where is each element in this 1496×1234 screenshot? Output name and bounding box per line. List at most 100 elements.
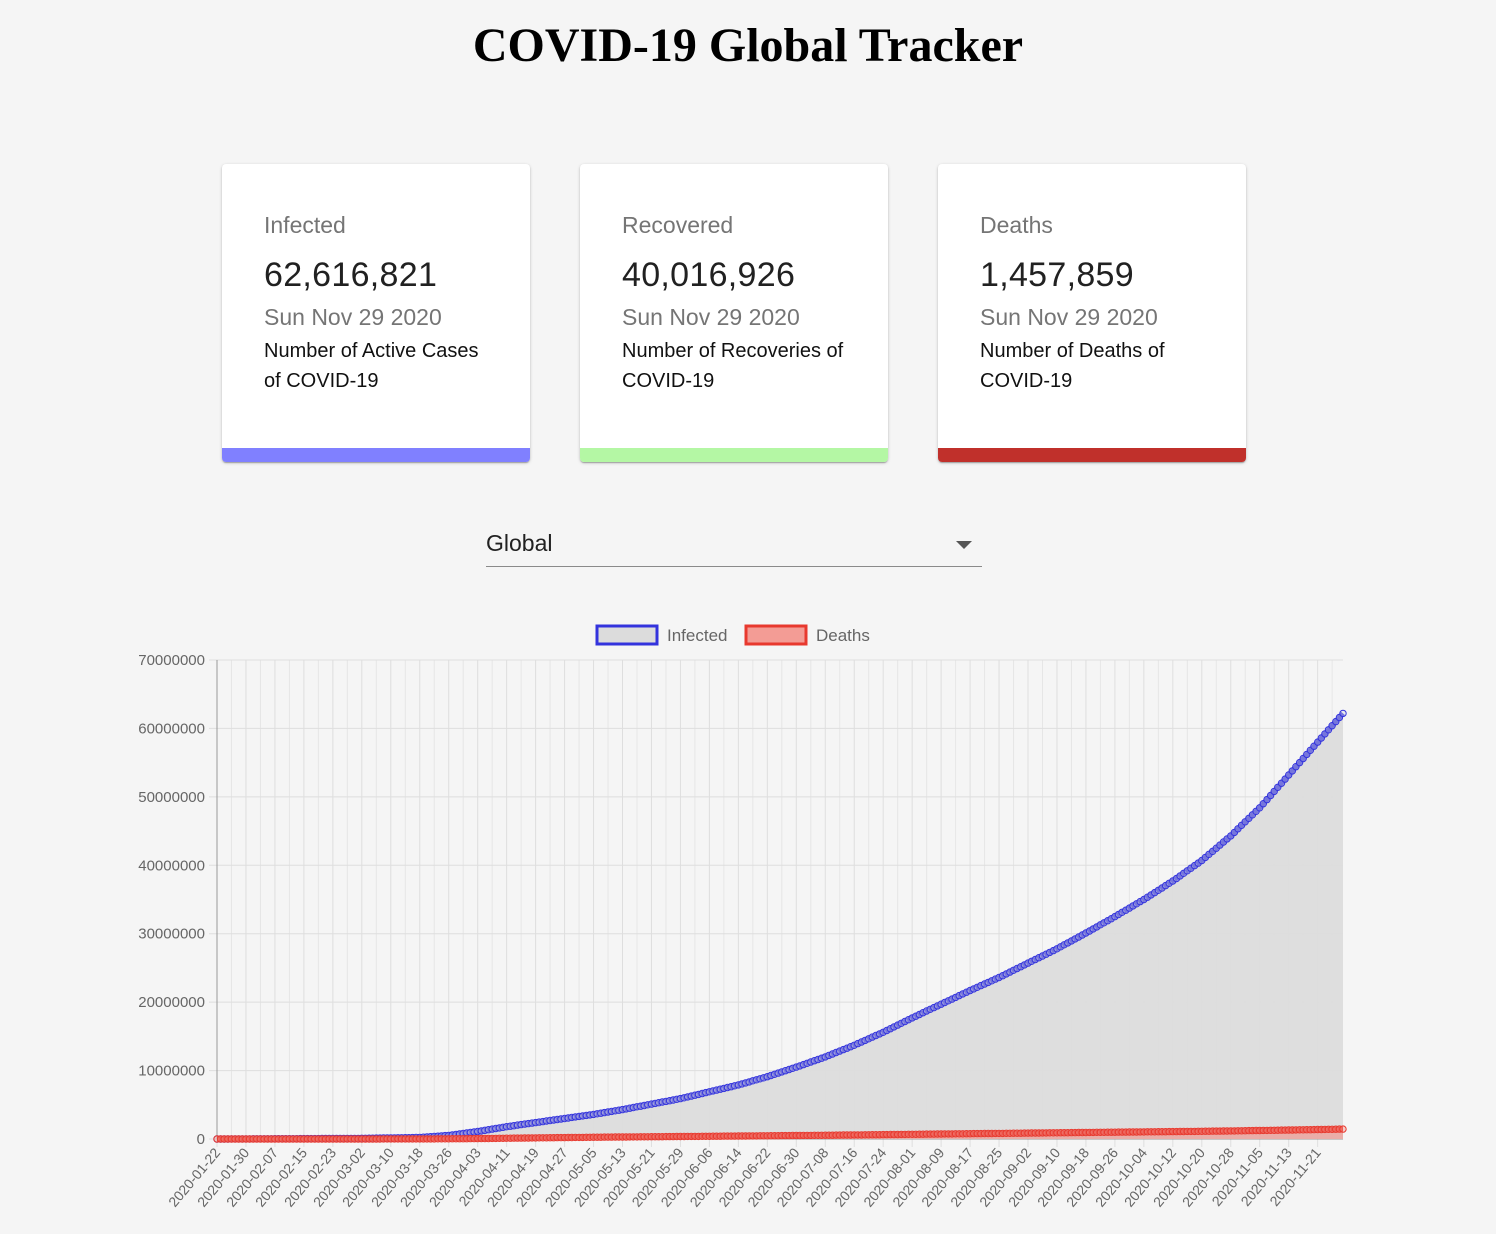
data-point-infected <box>1151 888 1159 897</box>
country-select[interactable]: Global <box>486 526 982 567</box>
data-point-infected <box>890 1023 898 1031</box>
summary-cards: Infected 62,616,821 Sun Nov 29 2020 Numb… <box>222 164 1246 464</box>
cases-line-chart: 0 10000000 20000000 30000000 40000000 5000000… <box>138 624 1347 1210</box>
data-point-infected <box>1122 906 1130 914</box>
data-point-deaths <box>836 1131 844 1139</box>
legend-label-deaths: Deaths <box>816 626 870 645</box>
data-point-infected <box>1020 961 1029 969</box>
data-point-deaths <box>1310 1125 1318 1134</box>
data-point-infected <box>1187 864 1195 872</box>
data-point-infected <box>1104 917 1112 925</box>
y-tick-label: 70000000 <box>138 652 205 669</box>
data-point-deaths <box>1013 1129 1021 1137</box>
data-point-infected <box>937 1000 945 1008</box>
legend-swatch-deaths <box>744 624 808 646</box>
card-description: Number of Recoveries of COVID-19 <box>622 340 844 392</box>
data-point-infected <box>1078 931 1087 939</box>
data-point-infected <box>1096 921 1105 929</box>
data-point-infected <box>915 1010 924 1019</box>
data-point-deaths <box>1328 1125 1336 1133</box>
data-point-infected <box>872 1031 880 1040</box>
data-point-infected <box>948 995 956 1003</box>
card-date: Sun Nov 29 2020 <box>264 304 442 330</box>
data-point-deaths <box>1064 1129 1072 1137</box>
data-point-deaths <box>343 1135 351 1143</box>
data-point-infected <box>1114 910 1123 919</box>
data-point-infected <box>1169 877 1177 885</box>
data-point-infected <box>1111 912 1119 921</box>
data-point-infected <box>955 991 963 1000</box>
data-point-infected <box>973 983 981 991</box>
recovered-card: Recovered 40,016,926 Sun Nov 29 2020 Num… <box>580 164 888 462</box>
card-label: Recovered <box>622 212 734 238</box>
data-point-infected <box>919 1009 927 1017</box>
data-point-infected <box>1064 939 1072 947</box>
series-area-infected <box>217 713 1343 1139</box>
card-date: Sun Nov 29 2020 <box>980 304 1158 330</box>
data-point-deaths <box>1100 1128 1108 1136</box>
data-point-infected <box>894 1021 902 1029</box>
data-point-deaths <box>854 1131 862 1139</box>
data-point-infected <box>1161 881 1170 890</box>
data-point-infected <box>1013 964 1021 973</box>
data-point-deaths <box>1027 1129 1036 1137</box>
y-tick-label: 10000000 <box>138 1063 205 1080</box>
deaths-card: Deaths 1,457,859 Sun Nov 29 2020 Number … <box>938 164 1246 462</box>
card-value: 40,016,926 <box>622 256 796 294</box>
chevron-down-icon <box>956 541 972 549</box>
data-point-infected <box>1143 893 1152 901</box>
data-point-infected <box>854 1039 862 1048</box>
data-point-deaths <box>379 1135 388 1143</box>
data-point-infected <box>1017 963 1025 971</box>
data-point-deaths <box>589 1133 598 1141</box>
data-point-deaths <box>256 1135 265 1143</box>
data-point-infected <box>1009 966 1018 974</box>
data-point-infected <box>980 980 989 988</box>
card-color-bar <box>938 448 1246 462</box>
data-point-infected <box>1031 955 1040 964</box>
data-point-deaths <box>484 1134 493 1143</box>
data-point-infected <box>886 1025 895 1033</box>
data-point-deaths <box>658 1133 666 1141</box>
data-point-infected <box>901 1017 909 1026</box>
data-point-deaths <box>274 1135 283 1143</box>
data-point-infected <box>904 1016 913 1024</box>
data-point-infected <box>865 1035 873 1043</box>
data-point-infected <box>836 1047 844 1055</box>
data-point-infected <box>1085 927 1094 935</box>
data-point-infected <box>1132 900 1141 908</box>
data-point-infected <box>1118 908 1126 916</box>
data-point-infected <box>1060 941 1068 949</box>
data-point-infected <box>1002 970 1010 978</box>
data-point-infected <box>875 1030 884 1038</box>
legend-swatch-infected <box>595 624 659 646</box>
data-point-deaths <box>731 1132 739 1140</box>
data-point-deaths <box>1223 1127 1231 1135</box>
data-point-infected <box>933 1002 942 1010</box>
data-point-infected <box>977 981 985 990</box>
data-point-infected <box>1339 709 1347 718</box>
data-point-infected <box>984 978 992 987</box>
data-point-infected <box>970 985 978 993</box>
y-tick-label: 0 <box>197 1131 205 1148</box>
data-point-infected <box>1129 902 1137 910</box>
data-point-deaths <box>1082 1128 1090 1137</box>
data-point-infected <box>1136 897 1144 906</box>
data-point-deaths <box>535 1134 543 1142</box>
data-point-infected <box>926 1005 934 1013</box>
data-point-infected <box>1046 948 1054 957</box>
data-point-infected <box>944 997 953 1005</box>
data-point-infected <box>1125 904 1134 912</box>
data-point-deaths <box>626 1133 634 1141</box>
data-point-infected <box>1147 891 1155 899</box>
y-tick-label: 20000000 <box>138 994 205 1011</box>
data-point-deaths <box>361 1135 370 1143</box>
data-point-deaths <box>712 1132 721 1140</box>
data-point-deaths <box>904 1130 913 1138</box>
card-description: Number of Deaths of COVID-19 <box>980 340 1165 392</box>
data-point-infected <box>1053 945 1061 953</box>
data-point-deaths <box>941 1130 949 1138</box>
data-point-infected <box>1035 954 1043 962</box>
data-point-deaths <box>922 1130 931 1138</box>
data-point-infected <box>941 998 949 1007</box>
